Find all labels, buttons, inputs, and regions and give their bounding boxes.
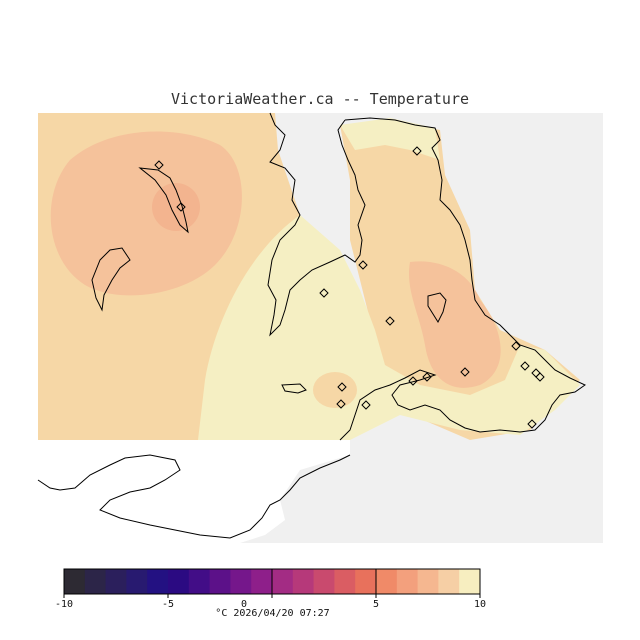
legend-color-segment xyxy=(147,569,169,594)
legend-tick-label: -10 xyxy=(55,599,73,610)
station-marker[interactable] xyxy=(408,376,418,386)
station-marker[interactable] xyxy=(385,316,395,326)
map-title: VictoriaWeather.ca -- Temperature xyxy=(170,90,469,108)
station-marker[interactable] xyxy=(358,260,368,270)
coastline-west-shore xyxy=(267,112,366,337)
legend-color-segment xyxy=(334,569,356,594)
legend-unit: °C xyxy=(215,608,228,619)
legend-color-segment xyxy=(459,569,481,594)
weather-stations xyxy=(154,146,545,429)
station-marker[interactable] xyxy=(520,361,530,371)
legend-color-segment xyxy=(209,569,231,594)
legend-tick-label: 10 xyxy=(474,599,486,610)
station-marker[interactable] xyxy=(154,160,164,170)
station-marker[interactable] xyxy=(511,341,521,351)
station-marker[interactable] xyxy=(412,146,422,156)
legend-tick-label: 5 xyxy=(373,599,379,610)
legend-timestamp: 2026/04/20 07:27 xyxy=(233,608,330,619)
station-marker[interactable] xyxy=(337,382,347,392)
coastline-south-shore xyxy=(37,454,351,539)
legend-color-segment xyxy=(84,569,107,594)
legend-footer: °C 2026/04/20 07:27 xyxy=(0,608,545,619)
legend-color-segment xyxy=(438,569,460,594)
coastline-island-1 xyxy=(281,383,307,394)
temperature-zone-warm-patch xyxy=(313,372,357,408)
legend-color-segment xyxy=(230,569,252,594)
station-marker[interactable] xyxy=(460,367,470,377)
legend-color-segment xyxy=(376,569,398,594)
station-marker[interactable] xyxy=(176,202,186,212)
station-marker[interactable] xyxy=(319,288,329,298)
coastline-island-2 xyxy=(427,292,447,324)
legend-tick-label: -5 xyxy=(162,599,174,610)
coastline-lake-west xyxy=(91,247,131,312)
legend-tick-label: 0 xyxy=(241,599,247,610)
legend-color-segment xyxy=(105,569,127,594)
temperature-zone-mild xyxy=(198,215,580,440)
coastline-lake-north xyxy=(138,167,189,234)
legend-colorbar xyxy=(64,569,481,594)
legend-color-segment xyxy=(126,569,148,594)
legend-color-segment xyxy=(396,569,419,594)
open-sea-area xyxy=(38,440,350,543)
station-marker[interactable] xyxy=(361,400,371,410)
legend-color-segment xyxy=(313,569,335,594)
temperature-zone-warmer-east xyxy=(408,261,501,388)
legend-color-segment xyxy=(64,569,86,594)
legend-color-segment xyxy=(251,569,273,594)
legend-color-segment xyxy=(292,569,315,594)
legend-color-segment xyxy=(272,569,294,594)
legend-color-segment xyxy=(168,569,190,594)
station-marker[interactable] xyxy=(527,419,537,429)
station-marker[interactable] xyxy=(535,372,545,382)
temperature-zone-warmer-west xyxy=(50,131,242,296)
legend-ticks xyxy=(63,569,481,598)
temperature-hotspot-west xyxy=(152,183,200,231)
station-marker[interactable] xyxy=(422,372,432,382)
station-marker[interactable] xyxy=(336,399,346,409)
legend-color-segment xyxy=(355,569,377,594)
legend-color-segment xyxy=(188,569,211,594)
legend-color-segment xyxy=(417,569,439,594)
